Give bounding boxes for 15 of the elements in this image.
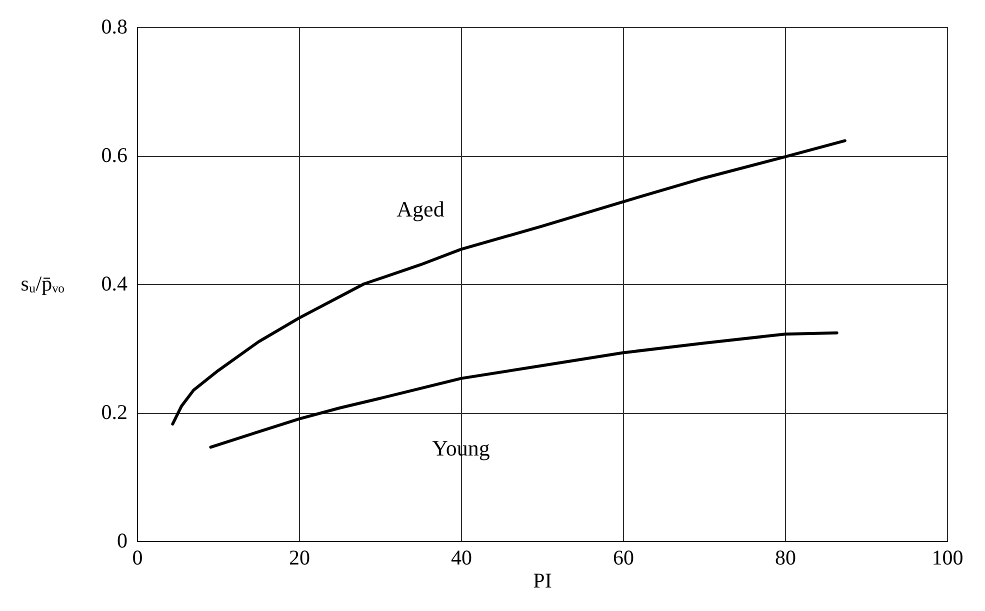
- x-axis-title: PI: [533, 568, 552, 592]
- y-tick-label: 0.6: [101, 143, 128, 167]
- y-axis-title: sᵤ/p̄ᵥₒ: [20, 272, 64, 296]
- x-tick-label: 0: [132, 546, 143, 570]
- x-tick-label: 60: [613, 546, 634, 570]
- x-tick-label: 40: [451, 546, 472, 570]
- x-tick-label: 100: [932, 546, 964, 570]
- y-tick-label: 0.2: [101, 400, 128, 424]
- series-label: Aged: [396, 196, 444, 222]
- y-tick-label: 0.4: [101, 272, 128, 296]
- y-tick-label: 0.8: [101, 14, 128, 38]
- x-tick-label: 80: [775, 546, 796, 570]
- y-tick-label: 0: [117, 528, 128, 552]
- line-series: [171, 139, 846, 426]
- x-tick-label: 20: [289, 546, 310, 570]
